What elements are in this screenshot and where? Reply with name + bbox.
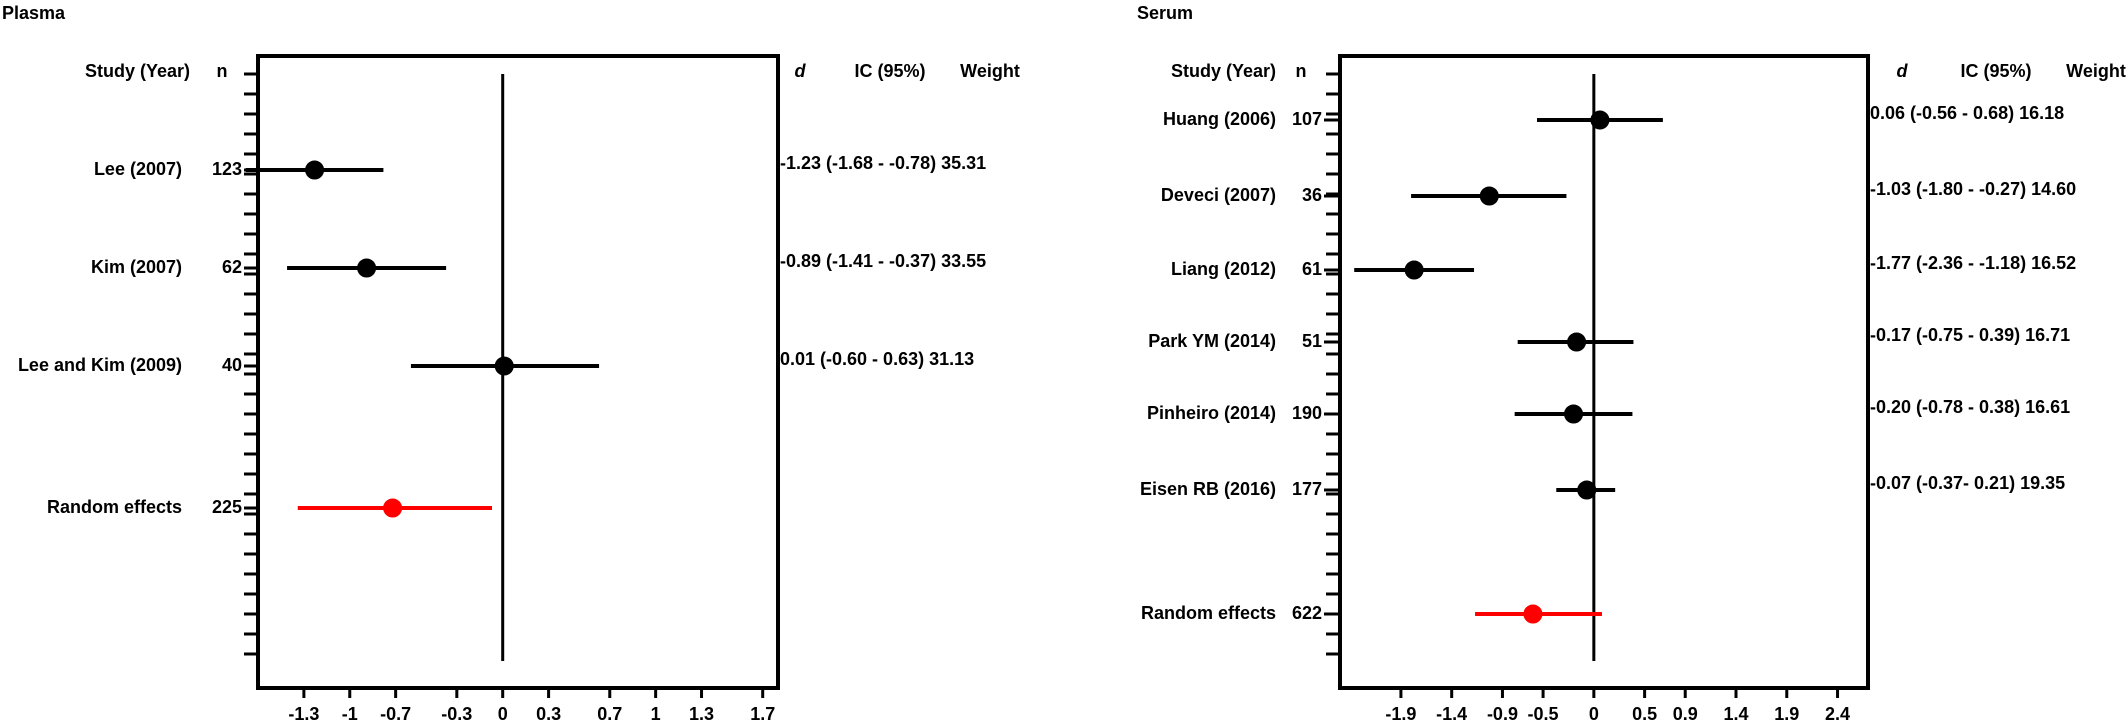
x-axis-tick-label: 0: [1589, 704, 1599, 721]
chart-panel-serum: Serum Study (Year) n d IC (95%) Weight -1.9 -1.…: [1137, 3, 2126, 721]
study-label: Liang (2012): [1171, 259, 1276, 279]
x-axis-tick-label: 1.9: [1774, 704, 1799, 721]
effect-size-point: [1590, 110, 1610, 130]
column-header-n: n: [217, 61, 228, 81]
study-n: 622: [1292, 603, 1322, 623]
effect-summary-text: -0.89 (-1.41 - -0.37) 33.55: [780, 251, 986, 271]
study-n: 107: [1292, 109, 1322, 129]
effect-size-point: [357, 258, 377, 278]
effect-size-point: [1523, 604, 1543, 624]
x-axis-tick-label: -1.3: [288, 704, 319, 721]
study-label: Deveci (2007): [1161, 185, 1276, 205]
panel-title: Serum: [1137, 3, 1193, 23]
column-header-study: Study (Year): [1171, 61, 1276, 81]
column-header-weight: Weight: [960, 61, 1020, 81]
x-axis-tick-label: -1: [342, 704, 358, 721]
column-header-weight: Weight: [2066, 61, 2126, 81]
x-axis-tick-label: 2.4: [1825, 704, 1850, 721]
effect-summary-text: -1.77 (-2.36 - -1.18) 16.52: [1870, 253, 2076, 273]
study-label: Kim (2007): [91, 257, 182, 277]
effect-size-point: [1564, 404, 1584, 424]
x-axis-tick-label: -0.3: [441, 704, 472, 721]
effect-summary-text: 0.01 (-0.60 - 0.63) 31.13: [780, 349, 974, 369]
study-n: 62: [222, 257, 242, 277]
study-n: 225: [212, 497, 242, 517]
effect-size-point: [1577, 480, 1597, 500]
study-n: 40: [222, 355, 242, 375]
x-axis-tick-label: -0.9: [1487, 704, 1518, 721]
study-n: 177: [1292, 479, 1322, 499]
x-axis-tick-label: 1: [651, 704, 661, 721]
plot-frame: [1338, 54, 1870, 690]
column-header-study: Study (Year): [85, 61, 190, 81]
study-label: Lee and Kim (2009): [18, 355, 182, 375]
effect-summary-text: -0.20 (-0.78 - 0.38) 16.61: [1870, 397, 2070, 417]
study-n: 190: [1292, 403, 1322, 423]
effect-summary-text: -0.17 (-0.75 - 0.39) 16.71: [1870, 325, 2070, 345]
plot-frame: [256, 54, 780, 690]
x-axis-tick-label: -0.7: [380, 704, 411, 721]
column-header-d: d: [1897, 61, 1909, 81]
chart-panel-plasma: Plasma Study (Year) n d IC (95%) Weight -1.3 -1…: [2, 3, 1020, 721]
study-label: Huang (2006): [1163, 109, 1276, 129]
effect-summary-text: 0.06 (-0.56 - 0.68) 16.18: [1870, 103, 2064, 123]
study-label: Eisen RB (2016): [1140, 479, 1276, 499]
x-axis-tick-label: 1.7: [750, 704, 775, 721]
x-axis-tick-label: -1.4: [1436, 704, 1467, 721]
panel-title: Plasma: [2, 3, 66, 23]
effect-size-point: [1404, 260, 1424, 280]
study-n: 61: [1302, 259, 1322, 279]
study-label: Pinheiro (2014): [1147, 403, 1276, 423]
column-header-d: d: [795, 61, 807, 81]
effect-size-point: [305, 160, 325, 180]
effect-size-point: [494, 356, 514, 376]
effect-summary-text: -1.23 (-1.68 - -0.78) 35.31: [780, 153, 986, 173]
x-axis-tick-label: -0.5: [1528, 704, 1559, 721]
x-axis-tick-label: 1.4: [1723, 704, 1748, 721]
study-label: Park YM (2014): [1148, 331, 1276, 351]
effect-summary-text: -0.07 (-0.37- 0.21) 19.35: [1870, 473, 2065, 493]
effect-size-point: [383, 498, 403, 518]
effect-summary-text: -1.03 (-1.80 - -0.27) 14.60: [1870, 179, 2076, 199]
x-axis-tick-label: 0.9: [1673, 704, 1698, 721]
study-label: Random effects: [47, 497, 182, 517]
x-axis-tick-label: 0: [498, 704, 508, 721]
effect-size-point: [1567, 332, 1587, 352]
x-axis-tick-label: 0.5: [1632, 704, 1657, 721]
x-axis-tick-label: 1.3: [689, 704, 714, 721]
study-n: 123: [212, 159, 242, 179]
column-header-ci: IC (95%): [1960, 61, 2031, 81]
x-axis-tick-label: -1.9: [1385, 704, 1416, 721]
study-label: Lee (2007): [94, 159, 182, 179]
column-header-ci: IC (95%): [854, 61, 925, 81]
study-n: 36: [1302, 185, 1322, 205]
column-header-n: n: [1296, 61, 1307, 81]
effect-size-point: [1479, 186, 1499, 206]
study-label: Random effects: [1141, 603, 1276, 623]
x-axis-tick-label: 0.7: [597, 704, 622, 721]
x-axis-tick-label: 0.3: [536, 704, 561, 721]
study-n: 51: [1302, 331, 1322, 351]
